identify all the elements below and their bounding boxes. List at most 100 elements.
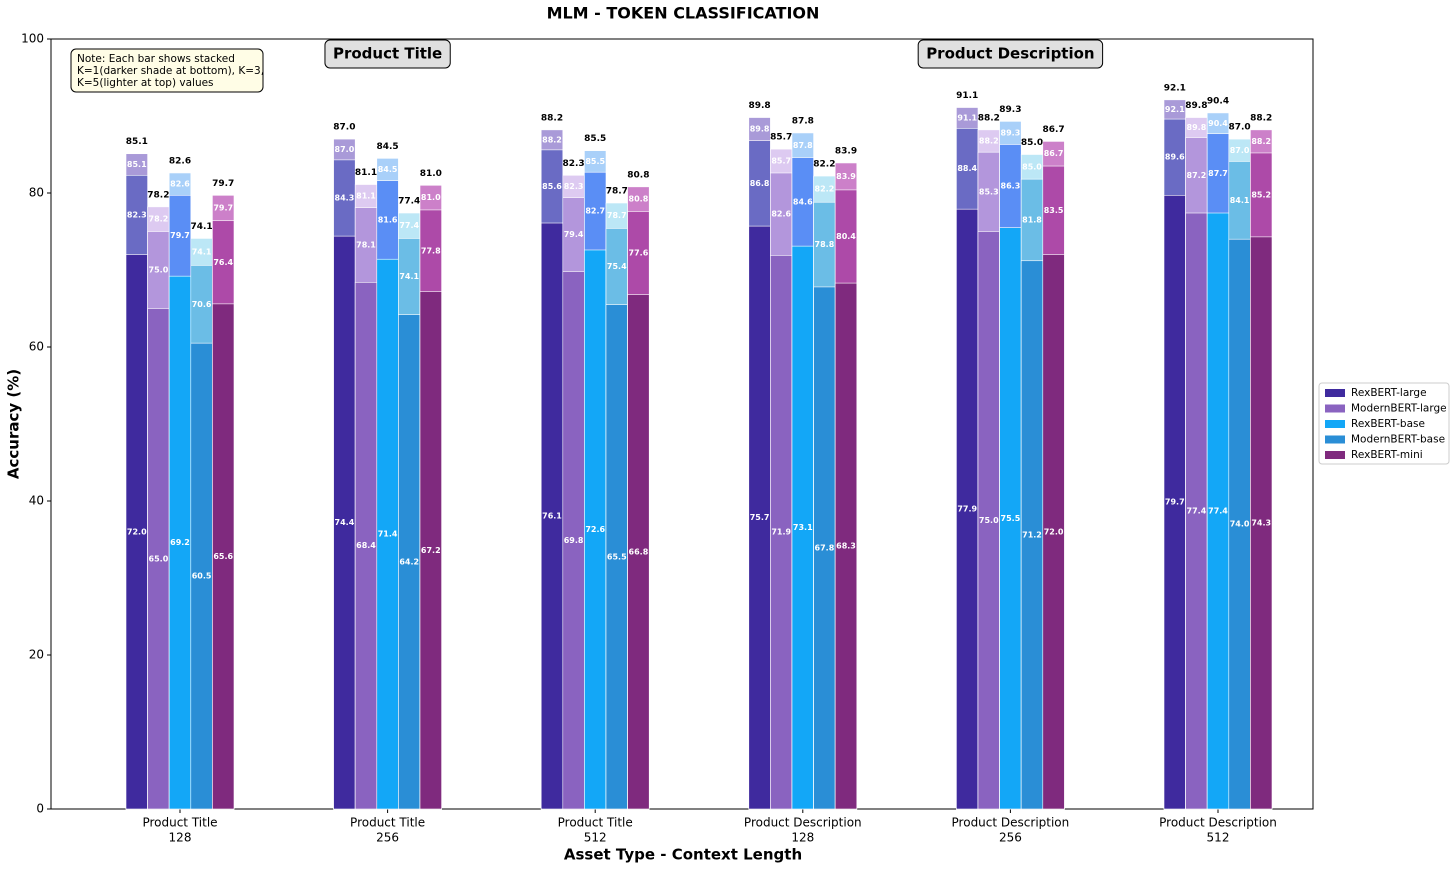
- top-label: 89.8: [1185, 101, 1207, 111]
- value-label: 86.3: [1001, 182, 1021, 191]
- top-label: 74.1: [190, 222, 212, 232]
- value-label: 65.5: [607, 552, 627, 561]
- value-label: 76.1: [542, 512, 562, 521]
- value-label: 87.0: [1230, 146, 1250, 155]
- value-label: 78.7: [607, 211, 627, 220]
- value-label: 85.5: [585, 157, 605, 166]
- x-tick-label: 128: [791, 831, 814, 845]
- top-label: 88.2: [978, 113, 1000, 123]
- top-label: 78.2: [147, 190, 169, 200]
- legend-label: RexBERT-large: [1351, 387, 1427, 399]
- value-label: 87.0: [335, 145, 355, 154]
- group-label: Product Description: [926, 45, 1094, 63]
- top-label: 87.0: [1228, 123, 1250, 133]
- value-label: 67.8: [815, 543, 835, 552]
- group-label: Product Title: [333, 45, 442, 63]
- value-label: 88.2: [542, 135, 562, 144]
- value-label: 74.0: [1230, 520, 1250, 529]
- value-label: 82.3: [127, 210, 147, 219]
- value-label: 75.0: [149, 266, 169, 275]
- y-tick-label: 100: [21, 32, 44, 46]
- value-label: 74.4: [335, 518, 355, 527]
- top-label: 83.9: [835, 146, 857, 156]
- legend-swatch: [1325, 435, 1345, 444]
- value-label: 65.6: [213, 552, 233, 561]
- legend-label: RexBERT-mini: [1351, 449, 1423, 461]
- top-label: 85.5: [584, 134, 606, 144]
- top-label: 81.1: [355, 168, 377, 178]
- value-label: 92.1: [1165, 105, 1185, 114]
- bar-k1: [1042, 254, 1065, 810]
- value-label: 87.7: [1208, 169, 1228, 178]
- x-tick-label: Product Description: [952, 816, 1070, 830]
- value-label: 69.2: [170, 538, 190, 547]
- value-label: 72.0: [127, 527, 147, 536]
- top-label: 89.8: [748, 101, 770, 111]
- note-text: K=5(lighter at top) values: [77, 77, 214, 89]
- x-tick-label: Product Description: [1159, 816, 1277, 830]
- value-label: 79.7: [213, 204, 233, 213]
- top-label: 79.7: [212, 179, 234, 189]
- value-label: 88.2: [979, 137, 999, 146]
- value-label: 85.1: [127, 160, 147, 169]
- y-axis-label: Accuracy (%): [5, 369, 23, 479]
- value-label: 85.0: [1022, 162, 1042, 171]
- value-label: 85.2: [1251, 190, 1271, 199]
- value-label: 75.7: [750, 513, 770, 522]
- value-label: 67.2: [421, 546, 441, 555]
- value-label: 82.3: [564, 182, 584, 191]
- legend-swatch: [1325, 451, 1345, 459]
- chart-title: MLM - TOKEN CLASSIFICATION: [547, 4, 820, 23]
- value-label: 76.4: [213, 258, 233, 267]
- top-label: 82.3: [562, 159, 584, 169]
- value-label: 85.7: [771, 157, 791, 166]
- x-axis-label: Asset Type - Context Length: [564, 846, 802, 864]
- value-label: 83.5: [1044, 206, 1064, 215]
- value-label: 81.8: [1022, 215, 1042, 224]
- value-label: 86.8: [750, 179, 770, 188]
- value-label: 77.4: [1187, 507, 1207, 516]
- value-label: 68.3: [836, 542, 856, 551]
- y-tick-label: 80: [29, 186, 44, 200]
- value-label: 79.7: [170, 231, 190, 240]
- top-label: 77.4: [398, 197, 420, 207]
- value-label: 81.0: [421, 193, 441, 202]
- bar-k1: [1250, 236, 1273, 810]
- legend-swatch: [1325, 404, 1345, 413]
- x-tick-label: Product Title: [142, 816, 217, 830]
- top-label: 87.8: [792, 116, 814, 126]
- value-label: 78.1: [356, 240, 376, 249]
- value-label: 88.4: [957, 164, 977, 173]
- value-label: 87.2: [1187, 171, 1207, 180]
- value-label: 78.8: [815, 240, 835, 249]
- value-label: 85.3: [979, 187, 999, 196]
- top-label: 78.7: [606, 187, 628, 197]
- bar-k1: [212, 303, 235, 810]
- value-label: 72.0: [1044, 527, 1064, 536]
- value-label: 75.5: [1001, 514, 1021, 523]
- value-label: 71.2: [1022, 530, 1042, 539]
- value-label: 84.5: [378, 165, 398, 174]
- value-label: 82.6: [170, 180, 190, 189]
- top-label: 85.0: [1021, 138, 1043, 148]
- value-label: 71.9: [771, 528, 791, 537]
- x-tick-label: Product Description: [744, 816, 862, 830]
- value-label: 89.3: [1001, 128, 1021, 137]
- x-tick-label: 256: [999, 831, 1022, 845]
- top-label: 84.5: [376, 142, 398, 152]
- value-label: 84.6: [793, 197, 813, 206]
- note-text: Note: Each bar shows stacked: [77, 53, 235, 65]
- value-label: 75.4: [607, 262, 627, 271]
- top-label: 89.3: [999, 105, 1021, 115]
- x-tick-label: Product Title: [558, 816, 633, 830]
- group-label-box: [324, 39, 451, 69]
- x-tick-label: 512: [1207, 831, 1230, 845]
- top-label: 91.1: [956, 91, 978, 101]
- value-label: 82.6: [771, 210, 791, 219]
- value-label: 84.3: [335, 194, 355, 203]
- value-label: 84.1: [1230, 196, 1250, 205]
- legend-swatch: [1325, 389, 1345, 397]
- value-label: 89.6: [1165, 153, 1185, 162]
- value-label: 74.1: [399, 272, 419, 281]
- value-label: 77.4: [399, 221, 419, 230]
